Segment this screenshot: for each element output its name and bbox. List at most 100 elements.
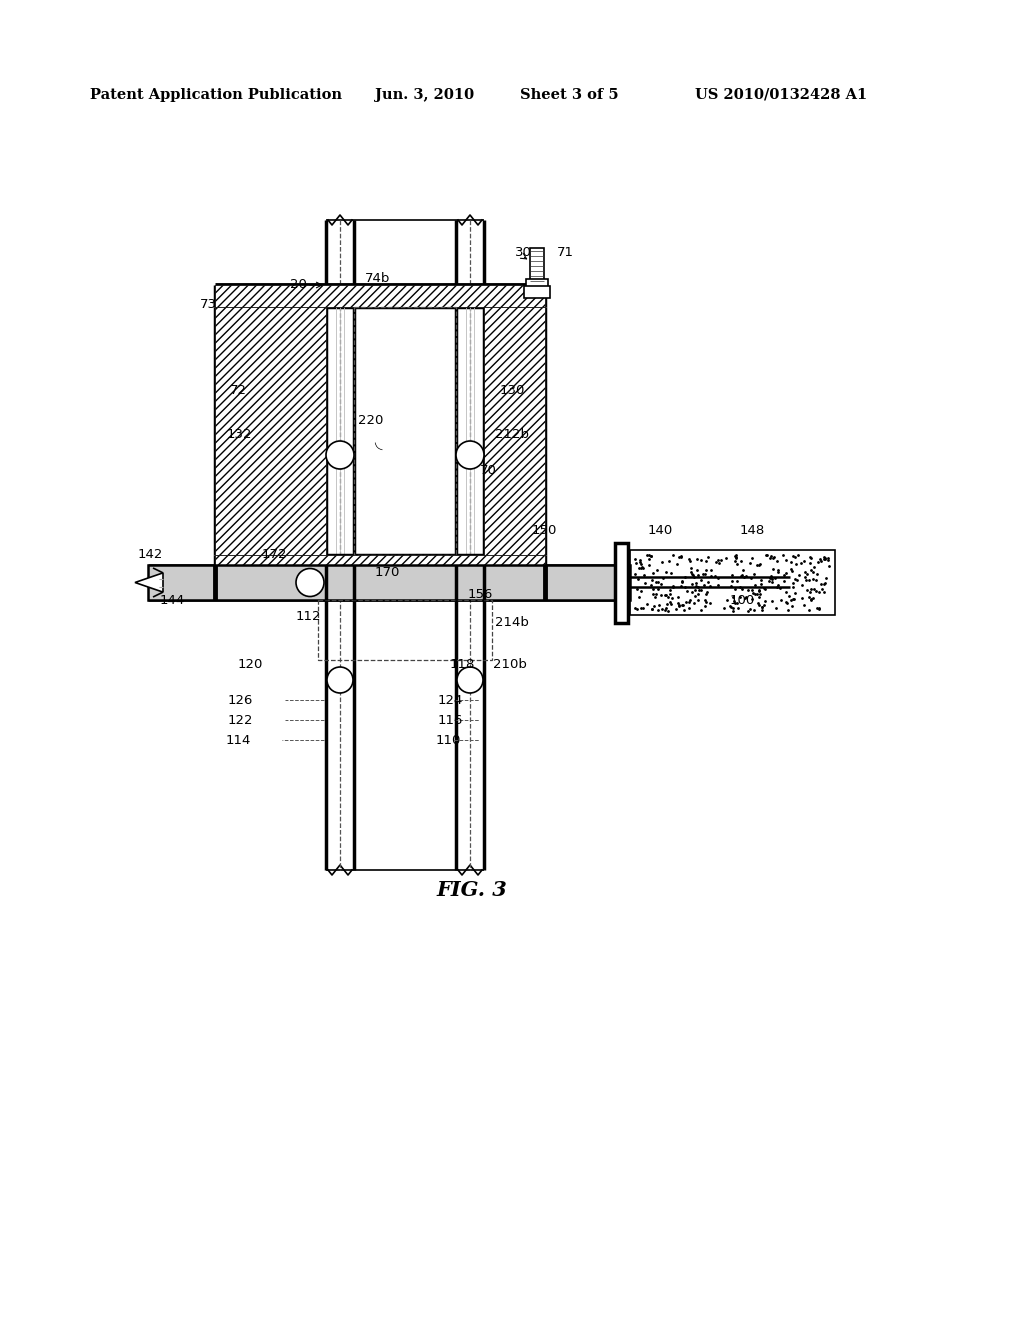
Point — [751, 586, 767, 607]
Text: US 2010/0132428 A1: US 2010/0132428 A1 — [695, 88, 867, 102]
Point — [692, 549, 709, 570]
Point — [801, 599, 817, 620]
Point — [659, 586, 676, 607]
Point — [657, 585, 674, 606]
Point — [803, 578, 819, 599]
Text: Sheet 3 of 5: Sheet 3 of 5 — [520, 88, 618, 102]
Point — [663, 593, 679, 614]
Point — [677, 566, 693, 587]
Point — [739, 579, 756, 601]
Point — [682, 590, 698, 611]
Point — [731, 577, 748, 598]
Point — [766, 568, 782, 589]
Point — [682, 550, 698, 572]
Point — [729, 593, 745, 614]
Point — [794, 576, 810, 597]
Point — [684, 573, 700, 594]
Point — [728, 544, 744, 565]
Point — [778, 591, 795, 612]
Point — [782, 590, 799, 611]
Point — [751, 554, 767, 576]
Text: 170: 170 — [375, 565, 400, 578]
Point — [719, 590, 735, 611]
Point — [632, 552, 648, 573]
Point — [642, 574, 658, 595]
Text: 100: 100 — [730, 594, 756, 606]
Point — [676, 599, 692, 620]
Point — [689, 560, 706, 581]
Point — [785, 576, 802, 597]
Point — [716, 598, 732, 619]
Point — [649, 578, 666, 599]
Point — [780, 586, 797, 607]
Text: 114: 114 — [226, 734, 251, 747]
Point — [687, 579, 703, 601]
Point — [681, 548, 697, 569]
Point — [803, 560, 819, 581]
Point — [653, 552, 670, 573]
Text: 20: 20 — [290, 279, 307, 292]
Point — [758, 544, 774, 565]
Text: 140: 140 — [648, 524, 673, 536]
Point — [675, 594, 691, 615]
Point — [698, 591, 715, 612]
Point — [644, 598, 660, 619]
Point — [684, 564, 700, 585]
Point — [782, 558, 799, 579]
Point — [803, 590, 819, 611]
Point — [773, 590, 790, 611]
Point — [725, 586, 741, 607]
Bar — [354, 308, 456, 554]
Point — [802, 582, 818, 603]
Point — [696, 595, 713, 616]
Point — [631, 586, 647, 607]
Point — [674, 570, 690, 591]
Point — [733, 550, 750, 572]
Point — [723, 597, 739, 618]
Point — [691, 579, 708, 601]
Point — [796, 550, 812, 572]
Point — [674, 572, 690, 593]
Text: 212b: 212b — [495, 429, 529, 441]
Circle shape — [327, 667, 353, 693]
Point — [690, 565, 707, 586]
Text: 110: 110 — [436, 734, 462, 747]
Point — [663, 579, 679, 601]
Text: Jun. 3, 2010: Jun. 3, 2010 — [375, 88, 474, 102]
Point — [653, 585, 670, 606]
Point — [662, 591, 678, 612]
Point — [696, 564, 713, 585]
Polygon shape — [135, 573, 163, 593]
Point — [644, 562, 660, 583]
Point — [690, 589, 707, 610]
Point — [677, 577, 693, 598]
Point — [769, 550, 785, 572]
Point — [699, 572, 716, 593]
Point — [752, 553, 768, 574]
Point — [787, 554, 804, 576]
Point — [728, 546, 744, 568]
Point — [698, 582, 715, 603]
Point — [681, 591, 697, 612]
Point — [765, 548, 781, 569]
Point — [688, 573, 705, 594]
Point — [645, 578, 662, 599]
Point — [659, 594, 676, 615]
Point — [727, 593, 743, 614]
Point — [769, 561, 785, 582]
Point — [732, 586, 749, 607]
Point — [820, 548, 837, 569]
Point — [673, 546, 689, 568]
Point — [627, 598, 643, 619]
Point — [803, 548, 819, 569]
Point — [809, 598, 825, 619]
Point — [752, 595, 768, 616]
Point — [759, 544, 775, 565]
Point — [787, 569, 804, 590]
Point — [711, 550, 727, 572]
Point — [683, 561, 699, 582]
Text: FIG. 3: FIG. 3 — [436, 880, 507, 900]
Point — [766, 546, 782, 568]
Point — [644, 569, 660, 590]
Point — [756, 577, 772, 598]
